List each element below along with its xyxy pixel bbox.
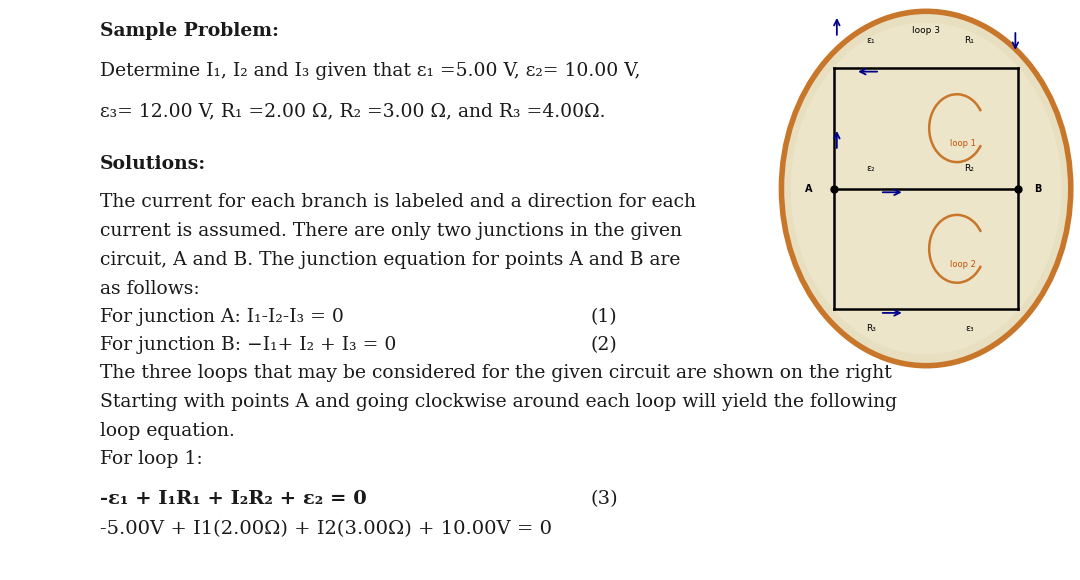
Text: R₁: R₁	[964, 36, 974, 45]
Text: Determine I₁, I₂ and I₃ given that ε₁ =5.00 V, ε₂= 10.00 V,: Determine I₁, I₂ and I₃ given that ε₁ =5…	[100, 62, 640, 80]
Text: loop 2: loop 2	[950, 260, 976, 269]
Text: For loop 1:: For loop 1:	[100, 450, 203, 468]
Text: current is assumed. There are only two junctions in the given: current is assumed. There are only two j…	[100, 222, 681, 240]
Text: Sample Problem:: Sample Problem:	[100, 22, 279, 40]
Circle shape	[782, 11, 1070, 366]
Text: -ε₁ + I₁R₁ + I₂R₂ + ε₂ = 0: -ε₁ + I₁R₁ + I₂R₂ + ε₂ = 0	[100, 490, 367, 508]
Text: Starting with points A and going clockwise around each loop will yield the follo: Starting with points A and going clockwi…	[100, 393, 897, 411]
Text: Solutions:: Solutions:	[100, 155, 206, 173]
Text: loop equation.: loop equation.	[100, 422, 234, 440]
Text: B: B	[1034, 183, 1041, 194]
Text: -5.00V + I1(2.00Ω) + I2(3.00Ω) + 10.00V = 0: -5.00V + I1(2.00Ω) + I2(3.00Ω) + 10.00V …	[100, 520, 552, 538]
Text: The current for each branch is labeled and a direction for each: The current for each branch is labeled a…	[100, 193, 696, 211]
Text: R₂: R₂	[964, 164, 974, 173]
Text: For junction B: −I₁+ I₂ + I₃ = 0: For junction B: −I₁+ I₂ + I₃ = 0	[100, 336, 396, 354]
Text: (2): (2)	[590, 336, 617, 354]
Text: ε₃: ε₃	[964, 324, 973, 334]
Text: loop 3: loop 3	[913, 26, 940, 35]
Text: For junction A: I₁-I₂-I₃ = 0: For junction A: I₁-I₂-I₃ = 0	[100, 308, 343, 326]
Text: as follows:: as follows:	[100, 280, 200, 298]
Text: R₃: R₃	[866, 324, 876, 334]
Circle shape	[791, 23, 1062, 354]
Text: loop 1: loop 1	[950, 140, 976, 148]
Text: ε₂: ε₂	[866, 164, 875, 173]
Text: (1): (1)	[590, 308, 617, 326]
Text: A: A	[805, 183, 812, 194]
Text: ε₁: ε₁	[866, 36, 875, 45]
Text: ε₃= 12.00 V, R₁ =2.00 Ω, R₂ =3.00 Ω, and R₃ =4.00Ω.: ε₃= 12.00 V, R₁ =2.00 Ω, R₂ =3.00 Ω, and…	[100, 102, 606, 120]
Text: (3): (3)	[590, 490, 618, 508]
Text: circuit, A and B. The junction equation for points A and B are: circuit, A and B. The junction equation …	[100, 251, 680, 269]
Text: The three loops that may be considered for the given circuit are shown on the ri: The three loops that may be considered f…	[100, 364, 892, 382]
